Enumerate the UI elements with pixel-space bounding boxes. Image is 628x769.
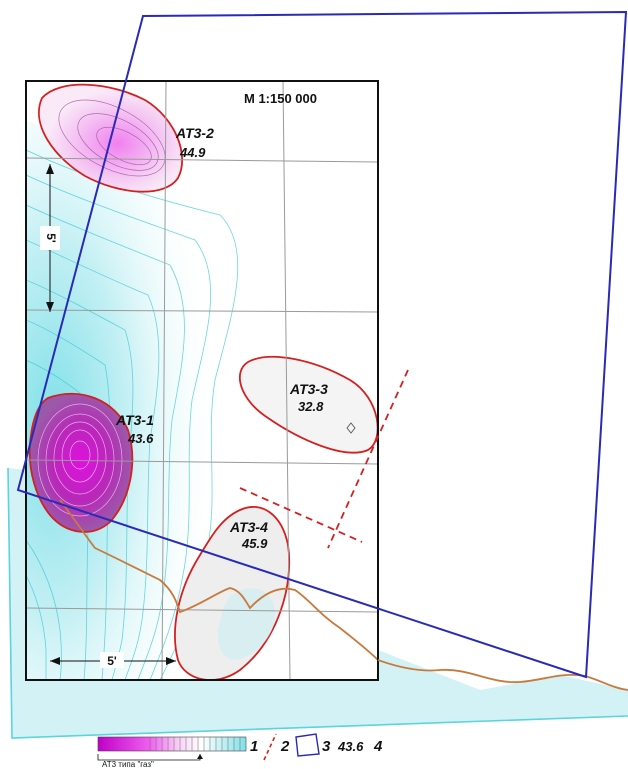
sea-area [8, 468, 628, 738]
legend-ramp-ticks [149, 737, 241, 751]
label-at3-3: AT3-3 32.8 [289, 381, 328, 414]
legend-caption: AT3 типа "газ" [102, 760, 154, 769]
legend: AT3 типа "газ" 1 2 3 43.6 4 [97, 733, 383, 769]
map-scale-label: M 1:150 000 [244, 91, 317, 106]
legend-item-2-number: 2 [280, 738, 290, 755]
label-at3-2: AT3-2 44.9 [175, 125, 214, 160]
legend-item-1-number: 1 [250, 738, 258, 755]
fault-lines [239, 369, 409, 549]
legend-color-ramp [97, 736, 247, 752]
vertical-dimension: 5' [40, 164, 60, 312]
horizontal-dimension-label: 5' [107, 654, 117, 668]
anomaly-name: AT3-4 [229, 519, 268, 535]
anomaly-at3-3 [239, 355, 378, 454]
horizontal-dimension: 5' [50, 652, 176, 668]
anomaly-value: 45.9 [241, 536, 268, 551]
label-at3-1: AT3-1 43.6 [115, 412, 154, 446]
sea-edge-line [7, 467, 628, 739]
anomaly-value: 43.6 [127, 431, 154, 446]
anomaly-value: 44.9 [179, 145, 206, 160]
label-at3-4: AT3-4 45.9 [229, 519, 268, 551]
legend-fault-symbol [263, 733, 277, 761]
anomaly-name: AT3-3 [289, 381, 328, 397]
coastline-east [377, 659, 628, 691]
anomaly-name: AT3-1 [115, 412, 154, 428]
legend-item-4-number: 4 [373, 738, 383, 755]
license-boundary [16, 10, 628, 679]
anomaly-name: AT3-2 [175, 125, 214, 141]
legend-value-sample: 43.6 [337, 739, 364, 754]
map-frame [25, 80, 379, 681]
legend-caption-arrow [197, 754, 203, 759]
regional-field [26, 120, 250, 680]
anomaly-at3-3-marker [346, 422, 356, 434]
legend-boundary-symbol [295, 733, 320, 757]
anomaly-at3-4-inner [217, 588, 276, 660]
anomaly-value: 32.8 [298, 399, 324, 414]
coastline [59, 499, 378, 661]
map-frame-content [26, 81, 378, 680]
vertical-dimension-label: 5' [44, 233, 58, 243]
legend-item-3-number: 3 [322, 738, 331, 755]
